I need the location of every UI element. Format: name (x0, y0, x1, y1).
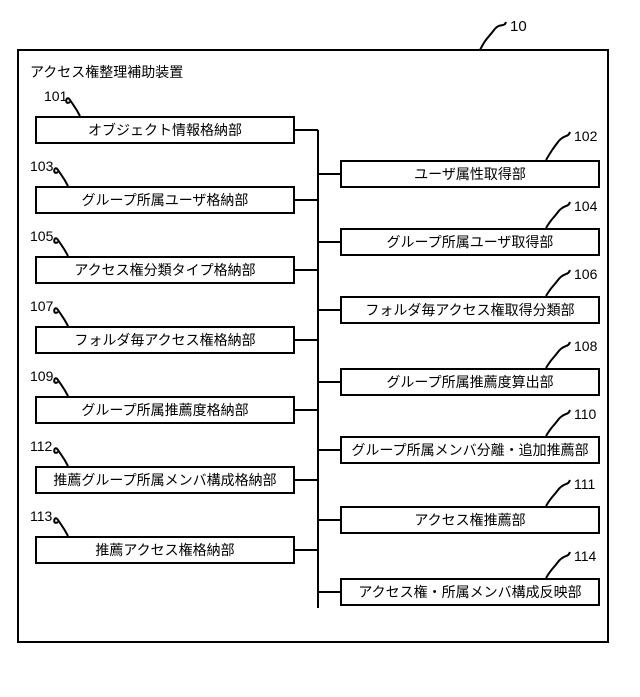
block-ref-111: 111 (574, 476, 595, 492)
block-ref-109: 109 (30, 368, 53, 384)
diagram-canvas: アクセス権整理補助装置 10 オブジェクト情報格納部 101 グループ所属ユーザ格納部 1… (0, 0, 640, 697)
block-label: グループ所属ユーザ取得部 (387, 232, 554, 252)
container-title: アクセス権整理補助装置 (30, 62, 183, 82)
block-109: グループ所属推薦度格納部 (35, 396, 295, 424)
block-ref-106: 106 (574, 266, 597, 282)
block-ref-110: 110 (574, 406, 596, 422)
block-label: フォルダ毎アクセス権格納部 (74, 330, 255, 350)
block-ref-108: 108 (574, 338, 597, 354)
block-114: アクセス権・所属メンバ構成反映部 (340, 578, 600, 606)
block-103: グループ所属ユーザ格納部 (35, 186, 295, 214)
block-112: 推薦グループ所属メンバ構成格納部 (35, 466, 295, 494)
block-ref-114: 114 (574, 548, 596, 564)
block-107: フォルダ毎アクセス権格納部 (35, 326, 295, 354)
block-ref-104: 104 (574, 198, 597, 214)
block-label: アクセス権・所属メンバ構成反映部 (358, 582, 581, 602)
block-ref-113: 113 (30, 508, 52, 524)
block-ref-107: 107 (30, 298, 53, 314)
block-ref-101: 101 (44, 88, 67, 104)
block-111: アクセス権推薦部 (340, 506, 600, 534)
block-label: オブジェクト情報格納部 (88, 120, 242, 140)
block-106: フォルダ毎アクセス権取得分類部 (340, 296, 600, 324)
block-ref-112: 112 (30, 438, 52, 454)
block-label: ユーザ属性取得部 (414, 164, 526, 184)
block-label: グループ所属メンバ分離・追加推薦部 (351, 440, 588, 460)
block-label: 推薦グループ所属メンバ構成格納部 (53, 470, 276, 490)
block-101: オブジェクト情報格納部 (35, 116, 295, 144)
block-label: フォルダ毎アクセス権取得分類部 (365, 300, 574, 320)
block-label: アクセス権分類タイプ格納部 (74, 260, 255, 280)
block-104: グループ所属ユーザ取得部 (340, 228, 600, 256)
block-label: アクセス権推薦部 (414, 510, 525, 530)
block-label: グループ所属ユーザ格納部 (82, 190, 249, 210)
block-ref-105: 105 (30, 228, 53, 244)
block-ref-102: 102 (574, 128, 597, 144)
block-102: ユーザ属性取得部 (340, 160, 600, 188)
block-105: アクセス権分類タイプ格納部 (35, 256, 295, 284)
block-label: 推薦アクセス権格納部 (95, 540, 234, 560)
block-label: グループ所属推薦度格納部 (81, 400, 248, 420)
block-113: 推薦アクセス権格納部 (35, 536, 295, 564)
block-ref-103: 103 (30, 158, 53, 174)
block-108: グループ所属推薦度算出部 (340, 368, 600, 396)
container-ref: 10 (510, 18, 527, 35)
block-110: グループ所属メンバ分離・追加推薦部 (340, 436, 600, 464)
block-label: グループ所属推薦度算出部 (386, 372, 553, 392)
